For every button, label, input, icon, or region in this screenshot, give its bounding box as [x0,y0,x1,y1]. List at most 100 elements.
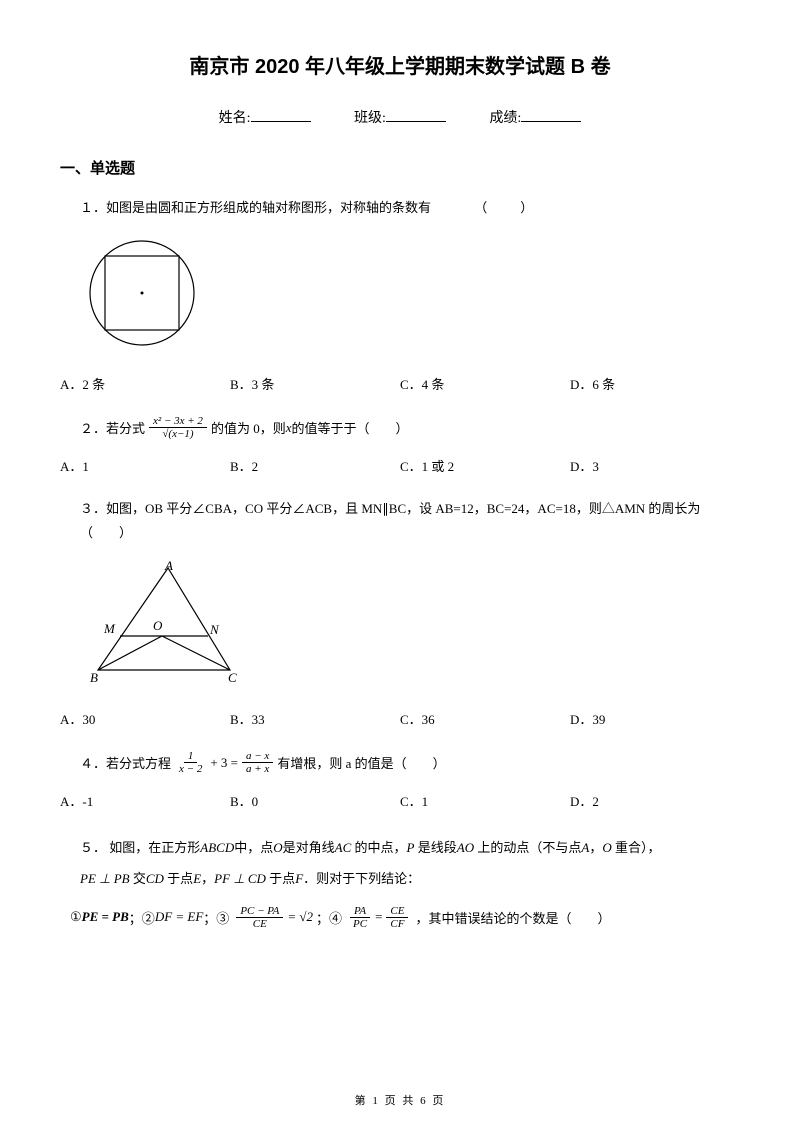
q4-opt-c: C．1 [400,791,570,810]
q4-f1den: x − 2 [175,763,206,775]
q2-text: ２．若分式 x² − 3x + 2 √(x−1) 的值为 0，则 x 的值等于于… [60,415,740,440]
svg-text:C: C [228,670,237,685]
q2-opt-d: D．3 [570,456,740,475]
q5-eq2a: ；② [129,908,155,927]
q5-equations: ① PE = PB ；② DF = EF ；③ PC − PA CE = √2 … [60,905,740,930]
q2-opt-a: A．1 [60,456,230,475]
q3-opt-c: C．36 [400,709,570,728]
class-blank [386,121,446,122]
q2-suffix: 的值等于于（ ） [291,418,408,437]
q5-eq4lnum: PA [350,905,370,918]
q5-comma: ， [589,840,602,855]
section-title: 一、单选题 [60,157,740,178]
q5-l2g: ．则对于下列结论： [303,871,420,886]
q3-opt-d: D．39 [570,709,740,728]
q5-eq3den: CE [249,918,271,930]
q5-O: O [273,840,282,855]
q5-text: ５． 如图，在正方形ABCD中，点O是对角线AC 的中点，P 是线段AO 上的动… [60,832,740,894]
q2-opt-c: C．1 或 2 [400,456,570,475]
q5-l1a: ５． 如图，在正方形 [80,840,200,855]
q5-eq4rden: CF [386,918,408,930]
name-label: 姓名: [219,111,251,126]
q5-l1e: 是线段 [414,840,456,855]
info-line: 姓名: 班级: 成绩: [60,107,740,127]
q4-opt-a: A．-1 [60,791,230,810]
page-title: 南京市 2020 年八年级上学期期末数学试题 B 卷 [60,50,740,79]
q5-eq1a: ① [70,909,82,925]
q5-l1d: 的中点， [351,840,406,855]
name-blank [251,121,311,122]
q4-f1num: 1 [184,750,198,763]
page-footer: 第 1 页 共 6 页 [0,1092,800,1108]
q5-AO: AO [457,840,474,855]
q5-eq4eq: = [375,909,382,925]
q2-num: x² − 3x + 2 [149,415,207,428]
q3-opt-a: A．30 [60,709,230,728]
q2-fraction: x² − 3x + 2 √(x−1) [149,415,207,440]
q2-options: A．1 B．2 C．1 或 2 D．3 [60,456,740,475]
q5-l1c: 是对角线 [283,840,335,855]
q5-eq3r: = √2 [287,909,313,925]
q3-options: A．30 B．33 C．36 D．39 [60,709,740,728]
q4-suffix: 有增根，则 a 的值是（ ） [277,753,445,772]
q4-opt-b: B．0 [230,791,400,810]
q1-figure [80,235,740,360]
q4-f2num: a − x [242,750,273,763]
q2-prefix: ２．若分式 [80,418,145,437]
q5-l2b: 交 [130,871,146,886]
svg-text:O: O [153,618,163,633]
q5-eqtail: ，其中错误结论的个数是（ ） [415,908,610,927]
q5-eq4a: ；④ [316,908,342,927]
q5-l2c: 于点 [164,871,193,886]
q5-F: F [295,871,303,886]
svg-text:B: B [90,670,98,685]
q1-opt-d: D．6 条 [570,374,740,393]
q2-den: √(x−1) [158,428,197,440]
q5-O2: O [602,840,611,855]
score-blank [521,121,581,122]
class-label: 班级: [354,111,386,126]
q5-eq4: PA PC = CE CF [345,905,412,930]
q5-abcd: ABCD [200,840,234,855]
q1-options: A．2 条 B．3 条 C．4 条 D．6 条 [60,374,740,393]
q3-text: ３．如图，OB 平分∠CBA，CO 平分∠ACB，且 MN∥BC，设 AB=12… [60,497,740,544]
q4-opt-d: D．2 [570,791,740,810]
q5-l2e: PF ⊥ CD [214,871,266,886]
q5-l1g: 重合）， [612,840,661,855]
q5-l2f: 于点 [266,871,295,886]
q2-opt-b: B．2 [230,456,400,475]
q4-text: ４．若分式方程 1 x − 2 + 3 = a − x a + x 有增根，则 … [60,750,740,775]
q5-AC: AC [335,840,352,855]
q5-l2a: PE ⊥ PB [80,871,130,886]
q5-eq3a: ；③ [203,908,229,927]
q1-stem: １．如图是由圆和正方形组成的轴对称图形，对称轴的条数有 [80,200,431,215]
svg-text:N: N [209,622,220,637]
q4-prefix: ４．若分式方程 [80,753,171,772]
q4-f2den: a + x [242,763,273,775]
q4-frac2: a − x a + x [242,750,273,775]
q3-figure: A M O N B C [80,560,740,695]
q1-opt-c: C．4 条 [400,374,570,393]
q4-options: A．-1 B．0 C．1 D．2 [60,791,740,810]
q5-eq2b: DF = EF [155,909,203,925]
q4-plus: + 3 = [210,755,238,771]
q5-eq1b: PE = PB [82,909,129,925]
q4-frac1: 1 x − 2 [175,750,206,775]
q5-CD: CD [146,871,164,886]
q2-mid: 的值为 0，则 [211,418,286,437]
q5-l2d: ， [201,871,214,886]
q5-l1f: 上的动点（不与点 [474,840,581,855]
q3-opt-b: B．33 [230,709,400,728]
score-label: 成绩: [489,111,521,126]
q1-opt-b: B．3 条 [230,374,400,393]
svg-text:M: M [103,621,116,636]
q1-opt-a: A．2 条 [60,374,230,393]
q5-eq4rnum: CE [386,905,408,918]
q5-l1b: 中，点 [234,840,273,855]
q5-eq4lden: PC [349,918,371,930]
q5-E: E [193,871,201,886]
q5-eq3: PC − PA CE = √2 [232,905,313,930]
svg-text:A: A [164,560,173,573]
q5-eq3num: PC − PA [236,905,283,918]
q1-paren: （ ） [474,200,543,215]
